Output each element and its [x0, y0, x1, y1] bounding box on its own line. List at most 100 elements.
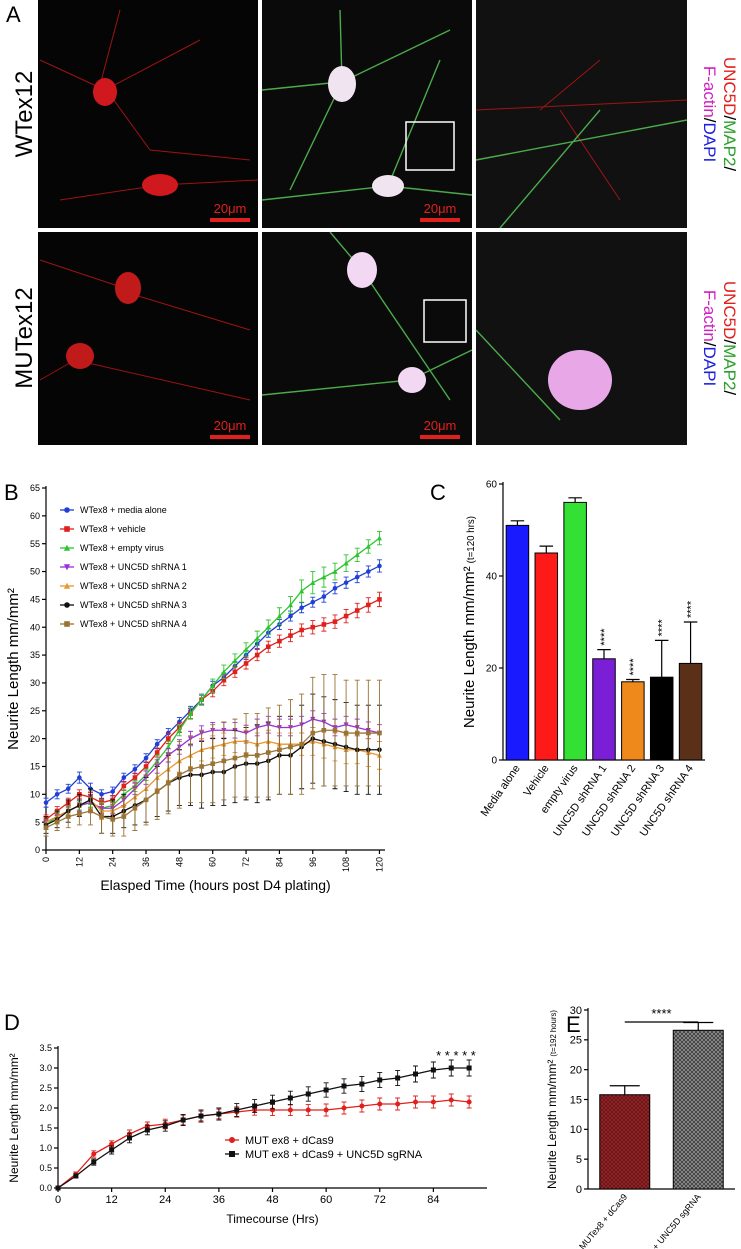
- y-label-note: (t=120 hrs): [466, 516, 477, 563]
- point: [109, 1147, 115, 1153]
- point: [288, 613, 293, 619]
- point: [321, 574, 327, 580]
- bar: [599, 1094, 651, 1190]
- y-tick-label: 3.5: [39, 1043, 52, 1053]
- stain-part: DAPI: [700, 347, 719, 387]
- stain-part: DAPI: [700, 123, 719, 163]
- legend-marker: [64, 621, 70, 627]
- point: [210, 682, 216, 689]
- y-tick-label: 60: [486, 480, 498, 491]
- point: [243, 646, 249, 652]
- x-tick-label: 24: [108, 857, 118, 867]
- point: [232, 657, 238, 663]
- image: [38, 0, 258, 228]
- x-tick-label: 24: [159, 1194, 171, 1206]
- stain-part: UNC5D: [720, 57, 739, 116]
- x-tick-label: 36: [213, 1194, 225, 1206]
- point: [132, 766, 138, 772]
- series-line: [57, 1067, 470, 1189]
- legend-label: WTex8 + media alone: [80, 505, 167, 515]
- x-axis-label: Timecourse (Hrs): [226, 1212, 318, 1226]
- point: [121, 775, 127, 780]
- x-tick-label: 48: [174, 857, 184, 867]
- bar: [678, 662, 703, 761]
- legend-marker: [64, 526, 70, 532]
- legend-marker: [229, 1137, 235, 1143]
- point: [199, 764, 204, 769]
- panel-letter: B: [4, 480, 19, 505]
- point: [343, 730, 349, 736]
- point: [65, 814, 71, 819]
- point: [132, 805, 138, 811]
- point: [359, 1081, 365, 1087]
- y-tick-label: 10: [30, 789, 40, 799]
- y-axis-label: Neurite Length mm/mm² (t=192 hours): [545, 1010, 559, 1189]
- legend-marker: [64, 507, 70, 513]
- significance: ****: [651, 1006, 671, 1021]
- inset-box: [423, 299, 467, 343]
- error-bar: [654, 639, 669, 678]
- y-tick-label: 55: [30, 539, 40, 549]
- point: [177, 719, 182, 725]
- point: [221, 669, 227, 675]
- bar: [563, 501, 587, 761]
- point: [332, 568, 338, 574]
- point: [165, 730, 171, 736]
- point: [332, 619, 338, 624]
- point: [430, 1067, 436, 1073]
- x-tick-label: 108: [341, 857, 351, 872]
- point: [54, 819, 60, 825]
- point: [43, 800, 49, 805]
- point: [143, 797, 149, 803]
- significance: ****: [599, 628, 611, 646]
- point: [154, 741, 160, 747]
- point: [187, 710, 194, 716]
- point: [143, 764, 149, 769]
- point: [448, 1065, 454, 1071]
- y-tick-label: 45: [30, 595, 40, 605]
- point: [199, 696, 205, 702]
- y-tick-label: 2.5: [39, 1083, 52, 1093]
- point: [276, 613, 282, 619]
- x-tick-label: 96: [308, 857, 318, 867]
- point: [305, 1091, 311, 1097]
- y-tick-label: 1.0: [39, 1143, 52, 1153]
- point: [354, 730, 360, 736]
- y-tick-label: 2.0: [39, 1103, 52, 1113]
- neurites: [261, 9, 688, 421]
- stain-part: /: [720, 390, 739, 395]
- inset-box: [405, 121, 455, 171]
- point: [91, 1151, 97, 1157]
- x-tick-label: MUTex8 + dCas9: [577, 1192, 629, 1249]
- point: [299, 588, 305, 594]
- image: [262, 0, 472, 228]
- point: [277, 747, 282, 753]
- point: [377, 563, 382, 569]
- error-bar: [683, 1021, 714, 1031]
- point: [221, 677, 227, 683]
- x-tick-label: 72: [241, 857, 251, 867]
- point: [210, 761, 216, 766]
- point: [99, 814, 104, 819]
- point: [110, 817, 115, 822]
- legend-marker: [63, 544, 71, 551]
- point: [395, 1101, 401, 1107]
- point: [265, 624, 271, 630]
- point: [252, 1103, 258, 1109]
- point: [65, 786, 71, 792]
- panel-letter: E: [566, 1012, 581, 1037]
- point: [176, 727, 182, 733]
- point: [354, 574, 360, 580]
- y-label-main: Neurite Length mm/mm²: [461, 566, 478, 728]
- stain-label: UNC5D/MAP2/: [720, 281, 739, 396]
- growth-cone: [548, 350, 612, 410]
- point: [43, 825, 49, 831]
- point: [132, 775, 138, 780]
- point: [366, 569, 371, 574]
- point: [165, 736, 171, 741]
- error-bar: [683, 621, 698, 664]
- point: [198, 1113, 204, 1119]
- panel-letter: A: [6, 2, 21, 27]
- legend-label: WTex8 + UNC5D shRNA 4: [80, 619, 187, 629]
- point: [121, 814, 127, 819]
